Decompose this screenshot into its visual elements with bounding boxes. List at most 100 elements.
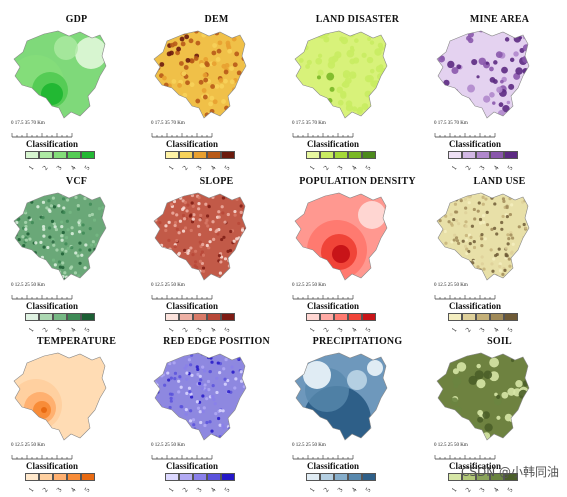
map-image bbox=[13, 30, 107, 119]
scale-labels: 0 12.5 25 50 Km bbox=[434, 443, 468, 448]
legend-swatch-5 bbox=[362, 473, 376, 481]
legend-swatch-5 bbox=[221, 313, 235, 321]
legend-swatch-1 bbox=[25, 151, 39, 159]
scale-ticks bbox=[292, 455, 354, 460]
panel-title: RED EDGE POSITION bbox=[163, 336, 270, 347]
scale-bar: 0 12.5 25 50 Km bbox=[292, 443, 354, 466]
map-panel-precipitationg: PRECIPITATIONG 0 12.5 25 50 Km Classificat… bbox=[287, 322, 428, 494]
scale-ticks bbox=[434, 133, 496, 138]
map-panel-vcf: VCF 0 12.5 25 50 Km Classification 1 2 3 4 5 bbox=[6, 162, 147, 334]
map-image bbox=[153, 192, 247, 281]
legend-swatches bbox=[165, 473, 235, 481]
panel-title: DEM bbox=[204, 14, 229, 25]
legend-swatch-1 bbox=[306, 473, 320, 481]
legend-swatch-3 bbox=[476, 313, 490, 321]
legend-swatch-3 bbox=[53, 151, 67, 159]
scale-bar: 0 12.5 25 50 Km bbox=[151, 283, 213, 306]
legend-swatch-3 bbox=[193, 313, 207, 321]
legend-swatch-2 bbox=[39, 151, 53, 159]
legend-swatch-4 bbox=[490, 313, 504, 321]
legend-swatches bbox=[448, 473, 518, 481]
legend-swatch-2 bbox=[462, 151, 476, 159]
scale-bar: 0 12.5 25 50 Km bbox=[434, 443, 496, 466]
scale-ticks bbox=[292, 133, 354, 138]
map-panel-land-disaster: LAND DISASTER 0 17.5 35 70 Km Classificati… bbox=[287, 0, 428, 172]
scale-bar: 0 12.5 25 50 Km bbox=[151, 443, 213, 466]
map-image bbox=[294, 192, 388, 281]
legend-swatch-3 bbox=[334, 313, 348, 321]
legend-swatch-5 bbox=[504, 151, 518, 159]
scale-bar: 0 12.5 25 50 Km bbox=[11, 283, 73, 306]
legend-swatch-1 bbox=[165, 151, 179, 159]
legend-swatch-1 bbox=[306, 313, 320, 321]
legend-title: Classification bbox=[307, 461, 360, 471]
legend-title: Classification bbox=[166, 139, 219, 149]
legend-swatch-1 bbox=[165, 313, 179, 321]
map-image bbox=[294, 352, 388, 441]
scale-ticks bbox=[434, 295, 496, 300]
scale-bar: 0 12.5 25 50 Km bbox=[434, 283, 496, 306]
panel-title: SOIL bbox=[487, 336, 512, 347]
map-panel-soil: SOIL 0 12.5 25 50 Km Classification 1 2 3 4 5 bbox=[429, 322, 567, 494]
legend-swatch-5 bbox=[81, 151, 95, 159]
legend-swatch-1 bbox=[306, 151, 320, 159]
scale-ticks bbox=[151, 295, 213, 300]
legend-swatch-2 bbox=[39, 313, 53, 321]
scale-ticks bbox=[434, 455, 496, 460]
scale-labels: 0 12.5 25 50 Km bbox=[151, 283, 185, 288]
map-panel-gdp: GDP 0 17.5 35 70 Km Classification 1 2 3 4 5 bbox=[6, 0, 147, 172]
map-image bbox=[13, 192, 107, 281]
legend-swatch-5 bbox=[221, 151, 235, 159]
panel-title: LAND USE bbox=[473, 176, 526, 187]
legend-swatch-2 bbox=[320, 473, 334, 481]
legend-swatches bbox=[165, 151, 235, 159]
map-panel-mine-area: MINE AREA 0 17.5 35 70 Km Classification 1 2… bbox=[429, 0, 567, 172]
legend-swatch-1 bbox=[25, 473, 39, 481]
scale-ticks bbox=[292, 295, 354, 300]
scale-bar: 0 12.5 25 50 Km bbox=[292, 283, 354, 306]
legend-swatch-4 bbox=[348, 313, 362, 321]
scale-labels: 0 17.5 35 70 Km bbox=[292, 121, 326, 126]
legend-swatch-5 bbox=[81, 313, 95, 321]
map-panel-dem: DEM 0 17.5 35 70 Km Classification 1 2 3 4 5 bbox=[146, 0, 287, 172]
panel-title: GDP bbox=[65, 14, 88, 25]
watermark: CSDN @小韩同油 bbox=[460, 465, 559, 479]
scale-bar: 0 12.5 25 50 Km bbox=[11, 443, 73, 466]
legend-swatch-2 bbox=[39, 473, 53, 481]
legend-swatches bbox=[306, 313, 376, 321]
scale-labels: 0 12.5 25 50 Km bbox=[11, 283, 45, 288]
legend-swatch-5 bbox=[504, 313, 518, 321]
panel-title: MINE AREA bbox=[469, 14, 530, 25]
legend-swatch-1 bbox=[165, 473, 179, 481]
legend-swatch-2 bbox=[179, 473, 193, 481]
legend-title: Classification bbox=[449, 139, 502, 149]
legend-title: Classification bbox=[26, 301, 79, 311]
legend-swatch-2 bbox=[179, 151, 193, 159]
map-panel-land-use: LAND USE 0 12.5 25 50 Km Classification 1 2 3… bbox=[429, 162, 567, 334]
panel-title: LAND DISASTER bbox=[315, 14, 400, 25]
legend-swatch-5 bbox=[221, 473, 235, 481]
legend-swatch-4 bbox=[67, 151, 81, 159]
scale-labels: 0 17.5 35 70 Km bbox=[434, 121, 468, 126]
legend-swatch-2 bbox=[462, 473, 476, 481]
scale-labels: 0 12.5 25 50 Km bbox=[292, 283, 326, 288]
map-image bbox=[153, 30, 247, 119]
scale-labels: 0 12.5 25 50 Km bbox=[434, 283, 468, 288]
legend-swatch-4 bbox=[67, 313, 81, 321]
legend-swatches bbox=[448, 151, 518, 159]
map-image bbox=[436, 352, 530, 441]
panel-title: VCF bbox=[65, 176, 88, 187]
legend-swatches bbox=[448, 313, 518, 321]
legend-title: Classification bbox=[26, 461, 79, 471]
scale-ticks bbox=[11, 295, 73, 300]
legend-swatch-5 bbox=[81, 473, 95, 481]
map-panel-slope: SLOPE 0 12.5 25 50 Km Classification 1 2 3 4 5 bbox=[146, 162, 287, 334]
legend-swatch-1 bbox=[448, 313, 462, 321]
legend-swatches bbox=[25, 151, 95, 159]
legend-title: Classification bbox=[166, 461, 219, 471]
map-image bbox=[436, 30, 530, 119]
legend-swatch-2 bbox=[179, 313, 193, 321]
legend-swatches bbox=[306, 151, 376, 159]
legend-swatch-3 bbox=[53, 313, 67, 321]
